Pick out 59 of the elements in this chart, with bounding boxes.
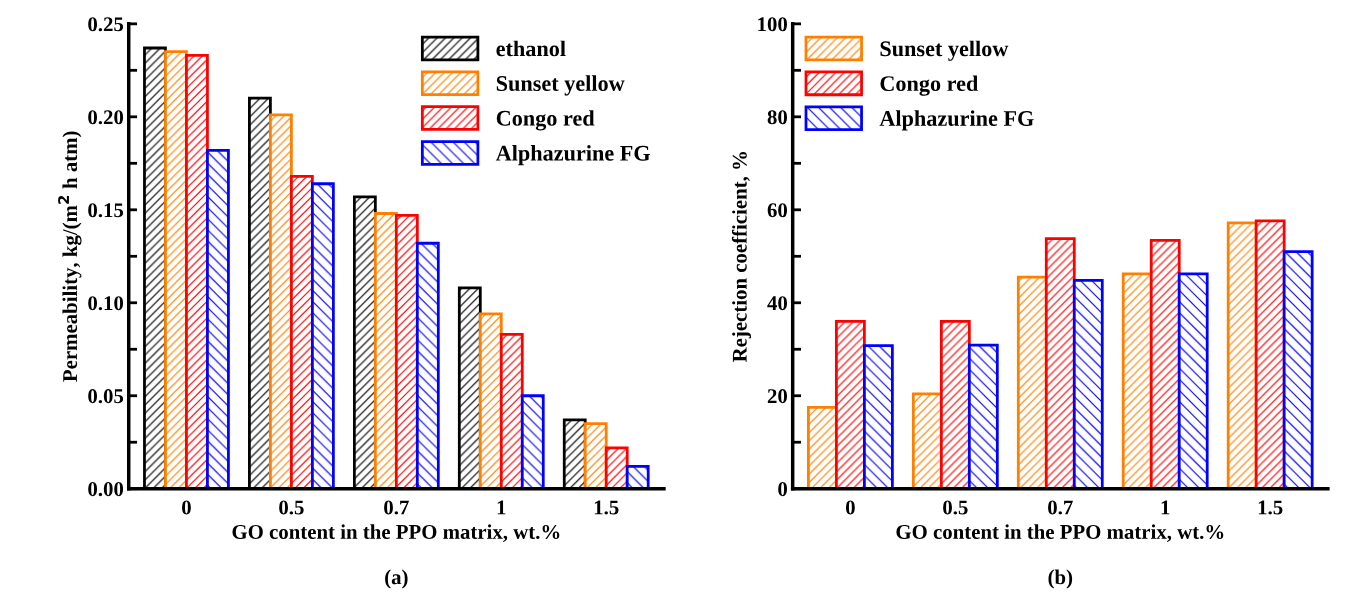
bar bbox=[1044, 237, 1076, 489]
y-tick-label: 0.10 bbox=[88, 296, 124, 311]
legend-label: Congo red bbox=[496, 110, 595, 131]
y-tick-label: 0.00 bbox=[88, 482, 124, 497]
bar bbox=[1016, 275, 1048, 489]
bar bbox=[625, 465, 650, 489]
legend-label: Sunset yellow bbox=[496, 75, 625, 96]
bar bbox=[415, 241, 440, 489]
y-tick-label: 0 bbox=[778, 482, 788, 497]
bar bbox=[939, 319, 971, 489]
bar bbox=[863, 344, 894, 489]
x-tick-label: 1 bbox=[1161, 500, 1170, 515]
x-tick-label: 0.5 bbox=[279, 500, 304, 515]
bar bbox=[185, 54, 209, 489]
bar bbox=[269, 113, 293, 489]
y-tick-label: 0.25 bbox=[88, 17, 124, 32]
bar bbox=[1177, 272, 1209, 489]
legend-label: ethanol bbox=[496, 40, 566, 57]
bar bbox=[206, 148, 230, 489]
y-tick-label: 40 bbox=[767, 296, 788, 311]
x-axis-title: GO content in the PPO matrix, wt.% bbox=[896, 524, 1224, 542]
bar bbox=[911, 392, 943, 489]
x-tick-label: 0 bbox=[182, 500, 191, 515]
y-tick-label: 80 bbox=[767, 110, 788, 125]
x-tick-label: 0.7 bbox=[1048, 500, 1073, 515]
y-tick-label: 0.05 bbox=[88, 389, 124, 404]
legend-label: Sunset yellow bbox=[880, 40, 1009, 61]
bar bbox=[310, 182, 335, 489]
text: (b) bbox=[1048, 569, 1073, 589]
y-tick-label: 60 bbox=[767, 203, 788, 218]
x-tick-label: 0.5 bbox=[943, 500, 968, 515]
bar bbox=[1149, 239, 1181, 489]
bar bbox=[1226, 221, 1258, 489]
bar bbox=[583, 422, 608, 489]
legend-label: Alphazurine FG bbox=[495, 145, 651, 166]
x-axis-title: GO content in the PPO matrix, wt.% bbox=[232, 524, 560, 542]
bar bbox=[499, 332, 524, 489]
bar bbox=[520, 394, 545, 489]
bar bbox=[835, 319, 866, 489]
x-tick-label: 1.5 bbox=[1258, 500, 1283, 515]
y-tick-label: 0.20 bbox=[88, 110, 124, 125]
y-axis-title: Rejection coefficient, % bbox=[731, 152, 752, 363]
bar bbox=[1254, 219, 1286, 489]
y-tick-label: 20 bbox=[767, 389, 788, 404]
bar bbox=[1072, 279, 1104, 489]
text: (a) bbox=[385, 569, 408, 589]
x-tick-label: 0 bbox=[845, 500, 855, 515]
x-tick-label: 1.5 bbox=[594, 500, 619, 515]
legend-label: Alphazurine FG bbox=[879, 110, 1034, 131]
bar bbox=[1282, 250, 1314, 489]
bar bbox=[1121, 272, 1153, 489]
y-axis-title: Permeability, kg/(m$^{2}$ h atm) bbox=[58, 131, 82, 382]
bar bbox=[967, 343, 999, 489]
bar bbox=[604, 446, 629, 489]
y-tick-label: 100 bbox=[758, 17, 788, 32]
x-tick-label: 0.7 bbox=[384, 500, 409, 515]
y-tick-label: 0.15 bbox=[88, 203, 124, 218]
x-tick-label: 1 bbox=[497, 500, 506, 515]
legend-label: Congo red bbox=[880, 75, 979, 96]
